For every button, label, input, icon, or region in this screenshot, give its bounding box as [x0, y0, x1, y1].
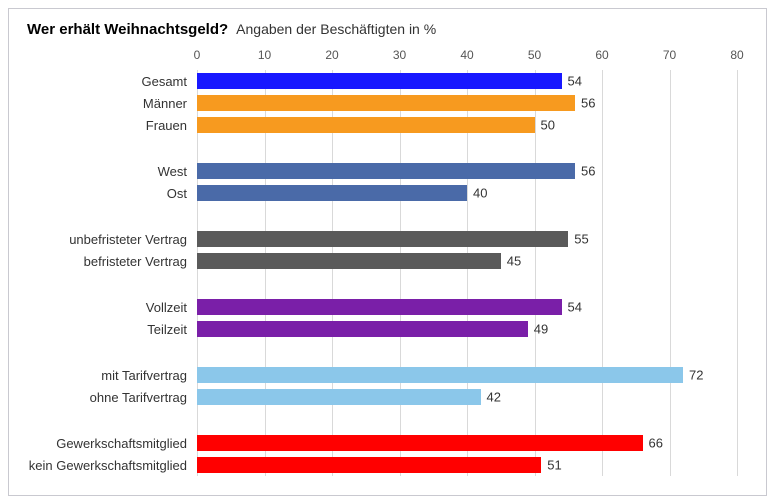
bar-wrap: 40: [197, 182, 737, 204]
value-label: 56: [581, 96, 595, 111]
x-axis-tick-label: 20: [325, 48, 338, 62]
bar: [197, 389, 481, 405]
x-axis-tick-label: 80: [730, 48, 743, 62]
bar: [197, 231, 568, 247]
category-label: Frauen: [27, 118, 197, 133]
bar-row: ohne Tarifvertrag 42: [27, 386, 737, 408]
x-axis-tick-label: 30: [393, 48, 406, 62]
bar-wrap: 49: [197, 318, 737, 340]
bar: [197, 95, 575, 111]
bar-row: Männer 56: [27, 92, 737, 114]
bar: [197, 163, 575, 179]
group-gap: [197, 136, 737, 160]
bar-wrap: 66: [197, 432, 737, 454]
value-label: 56: [581, 164, 595, 179]
group-gap: [197, 340, 737, 364]
bar-chart: 01020304050607080 Gesamt54Männer56Frauen…: [27, 48, 748, 476]
bar: [197, 117, 535, 133]
plot: 01020304050607080 Gesamt54Männer56Frauen…: [27, 48, 748, 476]
category-label: Teilzeit: [27, 322, 197, 337]
chart-title: Wer erhält Weihnachtsgeld?: [27, 21, 228, 38]
group-gap: [197, 408, 737, 432]
chart-header: Wer erhält Weihnachtsgeld? Angaben der B…: [27, 21, 748, 38]
category-label: Männer: [27, 96, 197, 111]
category-label: Ost: [27, 186, 197, 201]
value-label: 51: [547, 458, 561, 473]
category-label: Vollzeit: [27, 300, 197, 315]
bar: [197, 73, 562, 89]
bar-row: Gesamt 54: [27, 70, 737, 92]
value-label: 54: [568, 74, 582, 89]
category-label: befristeter Vertrag: [27, 254, 197, 269]
x-axis-labels: 01020304050607080: [197, 48, 737, 66]
value-label: 50: [541, 118, 555, 133]
bar-row: kein Gewerkschaftsmitglied 51: [27, 454, 737, 476]
x-axis-tick-label: 10: [258, 48, 271, 62]
x-axis-tick-label: 50: [528, 48, 541, 62]
value-label: 54: [568, 300, 582, 315]
bar: [197, 299, 562, 315]
bar: [197, 367, 683, 383]
bar-wrap: 50: [197, 114, 737, 136]
bar-row: Teilzeit 49: [27, 318, 737, 340]
bar-wrap: 51: [197, 454, 737, 476]
grid-line: [737, 70, 738, 476]
chart-subtitle: Angaben der Beschäftigten in %: [236, 21, 436, 37]
bar-wrap: 42: [197, 386, 737, 408]
bar-wrap: 54: [197, 296, 737, 318]
bar-wrap: 45: [197, 250, 737, 272]
category-label: Gewerkschaftsmitglied: [27, 436, 197, 451]
bar-row: Gewerkschaftsmitglied 66: [27, 432, 737, 454]
value-label: 40: [473, 186, 487, 201]
category-label: kein Gewerkschaftsmitglied: [27, 458, 197, 473]
plot-area: Gesamt54Männer56Frauen50West56Ost40unbef…: [197, 70, 737, 476]
bar-wrap: 72: [197, 364, 737, 386]
bar-row: Vollzeit 54: [27, 296, 737, 318]
x-axis-tick-label: 70: [663, 48, 676, 62]
bar-wrap: 54: [197, 70, 737, 92]
bar-row: befristeter Vertrag 45: [27, 250, 737, 272]
value-label: 49: [534, 322, 548, 337]
value-label: 45: [507, 254, 521, 269]
category-label: West: [27, 164, 197, 179]
value-label: 55: [574, 232, 588, 247]
x-axis-tick-label: 0: [194, 48, 201, 62]
x-axis-tick-label: 60: [595, 48, 608, 62]
category-label: Gesamt: [27, 74, 197, 89]
x-axis-tick-label: 40: [460, 48, 473, 62]
group-gap: [197, 204, 737, 228]
value-label: 72: [689, 368, 703, 383]
bar-wrap: 56: [197, 92, 737, 114]
bar: [197, 435, 643, 451]
value-label: 66: [649, 436, 663, 451]
bar: [197, 253, 501, 269]
bar-row: mit Tarifvertrag 72: [27, 364, 737, 386]
chart-frame: { "title": "Wer erhält Weihnachtsgeld?",…: [8, 8, 767, 496]
bars-container: Gesamt54Männer56Frauen50West56Ost40unbef…: [197, 70, 737, 476]
bar: [197, 321, 528, 337]
bar: [197, 185, 467, 201]
bar-row: Ost 40: [27, 182, 737, 204]
bar-wrap: 55: [197, 228, 737, 250]
bar-row: unbefristeter Vertrag 55: [27, 228, 737, 250]
category-label: ohne Tarifvertrag: [27, 390, 197, 405]
bar-wrap: 56: [197, 160, 737, 182]
category-label: unbefristeter Vertrag: [27, 232, 197, 247]
bar: [197, 457, 541, 473]
bar-row: West 56: [27, 160, 737, 182]
bar-row: Frauen 50: [27, 114, 737, 136]
group-gap: [197, 272, 737, 296]
category-label: mit Tarifvertrag: [27, 368, 197, 383]
value-label: 42: [487, 390, 501, 405]
